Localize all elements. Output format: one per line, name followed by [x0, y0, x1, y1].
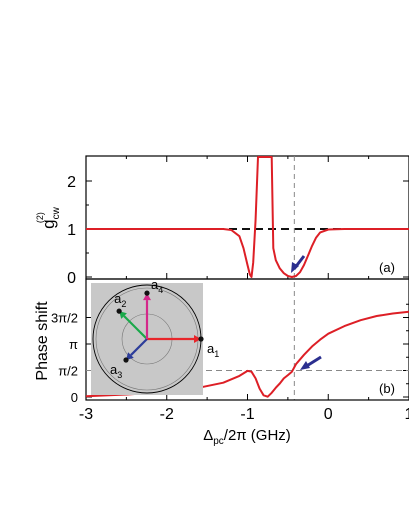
inset-vector-head-a4 — [143, 293, 151, 301]
xlabel-rest: /2π (GHz) — [224, 427, 291, 444]
panel-a-series-line — [86, 156, 409, 278]
panel-a-y-tick-label: 2 — [67, 174, 76, 191]
panel-b-x-tick-label: 0 — [324, 406, 333, 423]
inset-label-main: a — [207, 341, 215, 356]
panel-b-x-tick-label: -1 — [240, 406, 254, 423]
panel-b-y-axis-label: Phase shift — [34, 301, 51, 381]
panel-a-lines — [86, 156, 409, 400]
inset-vector-head-a2 — [119, 311, 127, 319]
panel-a: 0 1 2 (a) gcw (2) — [35, 155, 409, 400]
panel-b-x-tick-label: 1 — [405, 406, 409, 423]
inset-vector-label-a2: a2 — [114, 291, 126, 309]
inset-label-sub: 3 — [117, 370, 122, 380]
inset-vector-tip-a4 — [144, 290, 150, 296]
panel-a-ticks — [85, 156, 409, 279]
inset-label-main: a — [151, 277, 159, 292]
inset-label-main: a — [110, 362, 118, 377]
x-axis-label: Δpc/2π (GHz) — [203, 427, 291, 447]
panel-b-x-tick-label: -2 — [160, 406, 174, 423]
xlabel-sub: pc — [213, 436, 224, 447]
panel-a-y-tick-label: 1 — [67, 222, 76, 239]
panel-a-arrow-head — [291, 262, 299, 273]
panel-b-x-tick-label: -3 — [79, 406, 93, 423]
xlabel-main: Δ — [203, 427, 213, 444]
inset-vector-label-a3: a3 — [110, 362, 122, 380]
inset-vector-tip-a3 — [123, 357, 129, 363]
panel-a-ylabel-main: g — [39, 219, 58, 228]
panel-b-arrow-head — [300, 361, 310, 370]
inset-label-sub: 4 — [158, 285, 163, 295]
panel-b-label: (b) — [379, 381, 395, 396]
inset-vector-a3 — [130, 338, 148, 356]
panel-a-y-tick-labels: 0 1 2 — [67, 174, 76, 287]
inset-vector-tip-a2 — [116, 308, 122, 314]
panel-b-y-tick-label: 3π/2 — [51, 311, 78, 326]
inset-vector-tip-a1 — [198, 336, 204, 342]
panel-a-ylabel-sup: (2) — [35, 212, 45, 223]
inset-vector-label-a1: a1 — [207, 341, 219, 359]
panel-a-y-tick-label: 0 — [67, 270, 76, 287]
panel-a-ylabel-sub: cw — [51, 206, 62, 219]
panel-b-x-tick-labels: -3 -2 -1 0 1 — [79, 406, 409, 423]
panel-b-y-tick-label: π — [69, 337, 78, 352]
panel-a-label: (a) — [379, 260, 395, 275]
inset-vector-label-a4: a4 — [151, 277, 163, 295]
inset-vector-a2 — [123, 315, 148, 340]
inset-label-sub: 1 — [214, 349, 219, 359]
panel-b: 0 π/2 π 3π/2 -3 -2 -1 0 1 (b) Phase shift Δpc/2… — [34, 278, 409, 447]
inset-label-main: a — [114, 291, 122, 306]
panel-b-series-line — [85, 310, 409, 398]
panel-b-y-tick-labels: 0 π/2 π 3π/2 — [51, 311, 78, 406]
inset-vector-head-a1 — [194, 335, 201, 343]
inset-label-sub: 2 — [121, 299, 126, 309]
panel-b-y-tick-label: 0 — [71, 390, 78, 405]
panel-a-y-axis-label: gcw (2) — [35, 206, 62, 228]
panel-a-frame — [85, 155, 409, 280]
inset-vector-head-a3 — [125, 352, 134, 361]
panel-b-y-tick-label: π/2 — [58, 364, 78, 379]
